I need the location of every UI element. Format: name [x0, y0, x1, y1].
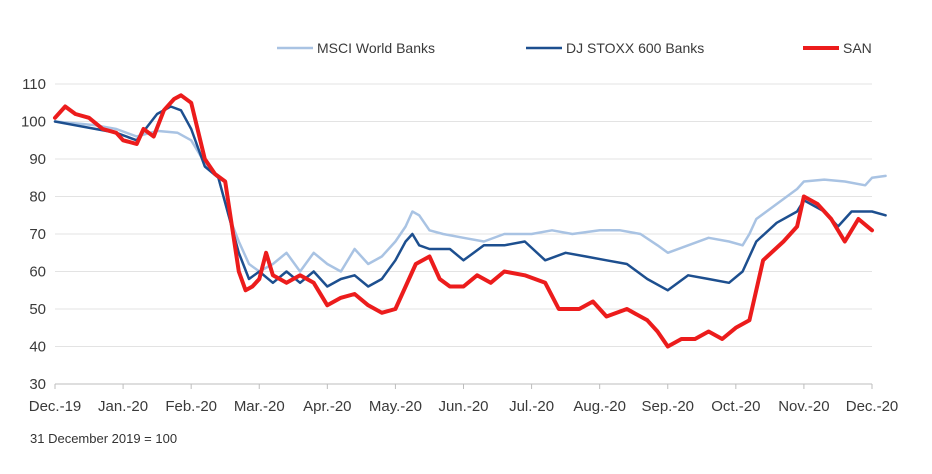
x-tick-label: Dec.-19: [29, 398, 82, 415]
y-axis: 30 40 50 60 70 80 90 100 110: [21, 76, 46, 393]
y-tick-label: 110: [22, 76, 46, 93]
y-tick-label: 80: [29, 189, 46, 206]
x-tick-label: Oct.-20: [711, 398, 760, 415]
y-tick-label: 90: [29, 151, 46, 168]
gridlines: [55, 83, 872, 347]
x-tick-label: Nov.-20: [778, 398, 829, 415]
x-tick-label: Aug.-20: [573, 398, 626, 415]
y-tick-label: 60: [29, 264, 46, 281]
x-tick-label: Jun.-20: [438, 398, 488, 415]
x-tick-label: Sep.-20: [641, 398, 694, 415]
y-tick-label: 50: [29, 301, 46, 318]
x-tick-label: Jan.-20: [98, 398, 148, 415]
x-tick-label: Feb.-20: [165, 398, 217, 415]
y-tick-label: 30: [29, 376, 46, 393]
legend: MSCI World Banks DJ STOXX 600 Banks SAN: [277, 40, 872, 56]
legend-label-2: SAN: [843, 40, 872, 56]
x-axis: Dec.-19 Jan.-20 Feb.-20 Mar.-20 Apr.-20 May.-…: [29, 383, 899, 415]
x-tick-label: May.-20: [369, 398, 422, 415]
legend-label-0: MSCI World Banks: [317, 40, 435, 56]
x-tick-label: Apr.-20: [303, 398, 351, 415]
x-tick-label: Jul.-20: [509, 398, 554, 415]
footnote: 31 December 2019 = 100: [30, 431, 178, 446]
x-tick-label: Dec.-20: [846, 398, 899, 415]
series-line-2: [53, 93, 874, 349]
y-tick-label: 100: [21, 114, 46, 131]
legend-label-1: DJ STOXX 600 Banks: [566, 40, 704, 56]
series-line-1: [53, 105, 887, 292]
x-tick-label: Mar.-20: [234, 398, 285, 415]
y-tick-label: 70: [29, 226, 46, 243]
series-lines: [53, 93, 887, 349]
y-tick-label: 40: [29, 339, 46, 356]
